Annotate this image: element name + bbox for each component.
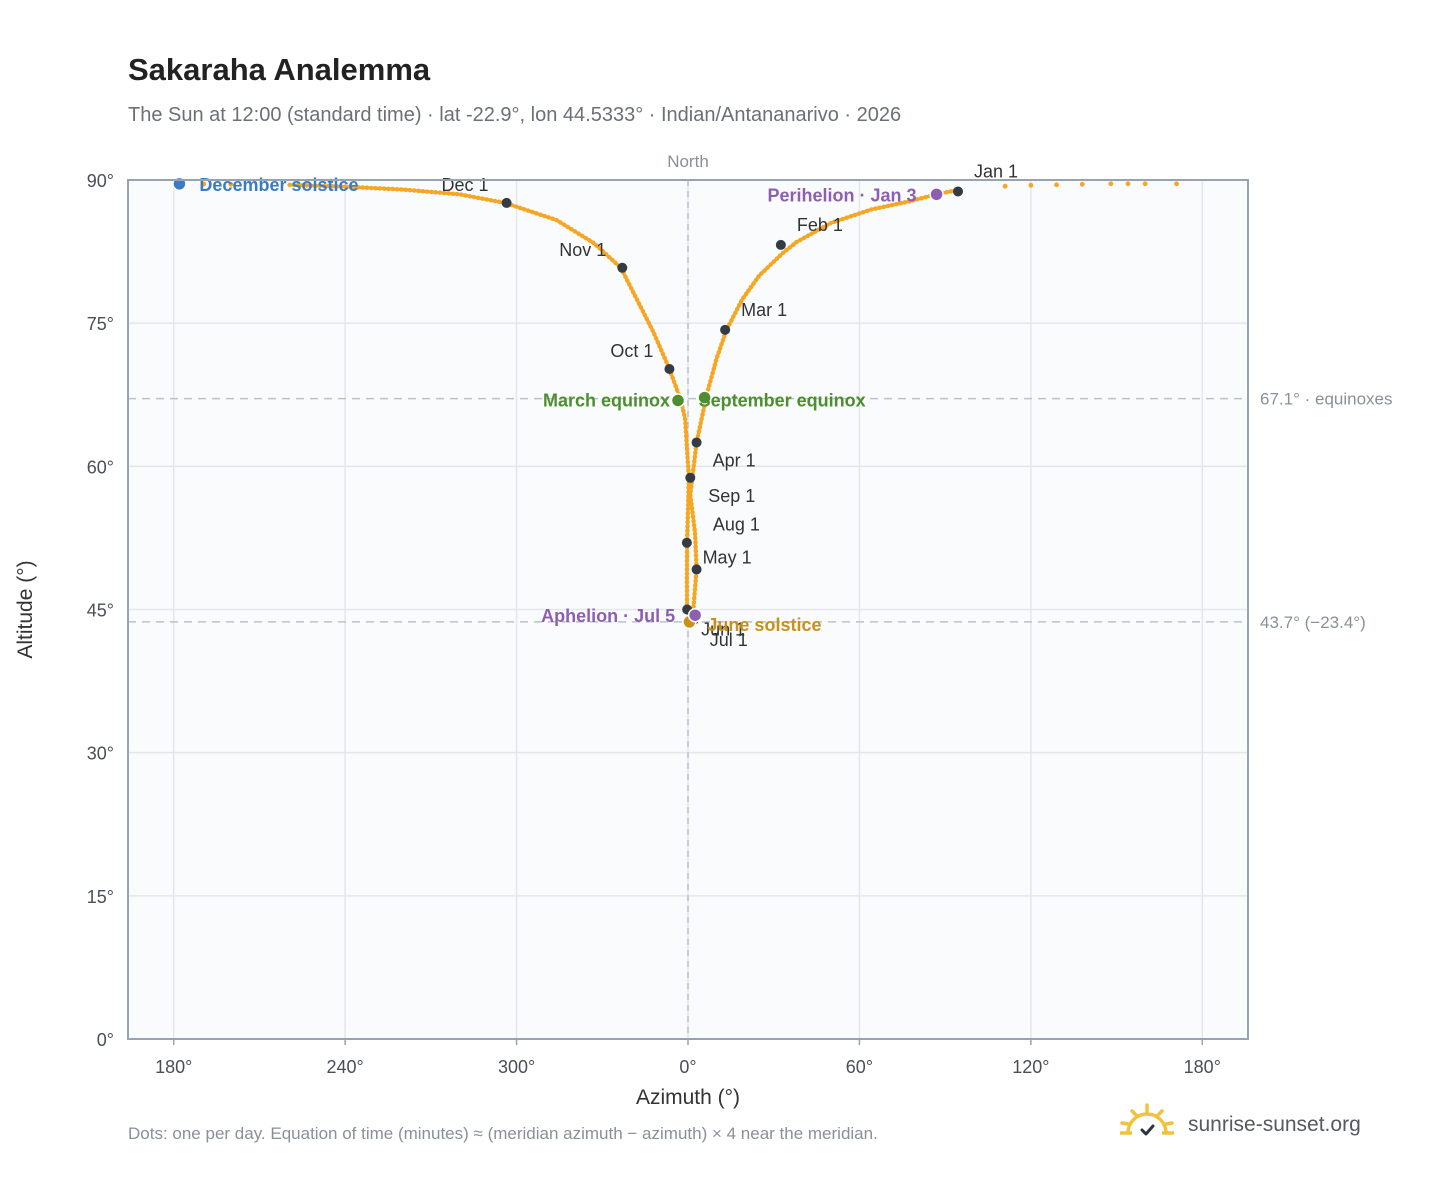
y-tick-label: 60° xyxy=(87,457,114,477)
month-marker xyxy=(691,564,702,575)
y-tick-label: 90° xyxy=(87,171,114,191)
y-tick-label: 0° xyxy=(97,1030,114,1050)
chart-footnote: Dots: one per day. Equation of time (min… xyxy=(128,1124,878,1143)
chart-subtitle: The Sun at 12:00 (standard time) · lat -… xyxy=(128,104,902,126)
month-label: Jan 1 xyxy=(974,161,1018,181)
event-marker xyxy=(697,390,712,405)
month-label: Mar 1 xyxy=(741,300,787,320)
y-tick-label: 15° xyxy=(87,887,114,907)
month-label: Jun 1 xyxy=(701,620,745,640)
chart-title: Sakaraha Analemma xyxy=(128,52,431,87)
event-label: Aphelion · Jul 5 xyxy=(541,606,675,626)
month-label: Aug 1 xyxy=(713,515,760,535)
brand-name: sunrise-sunset.org xyxy=(1188,1113,1361,1136)
month-marker xyxy=(953,186,963,197)
reference-label: 67.1° · equinoxes xyxy=(1260,390,1393,409)
daily-dot xyxy=(1125,181,1131,187)
month-label: Oct 1 xyxy=(610,341,653,361)
month-label: Jul 1 xyxy=(710,630,748,650)
month-label: Dec 1 xyxy=(442,175,489,195)
y-axis-label: Altitude (°) xyxy=(14,560,37,658)
daily-dot xyxy=(1174,181,1179,187)
x-tick-label: 300° xyxy=(498,1057,535,1077)
month-marker xyxy=(501,197,512,208)
month-marker xyxy=(664,363,675,374)
month-label: Feb 1 xyxy=(797,215,843,235)
meridian-label: North xyxy=(667,152,709,171)
month-marker xyxy=(685,472,696,483)
daily-dot xyxy=(201,181,207,187)
event-label: March equinox xyxy=(543,390,670,410)
event-marker xyxy=(687,607,703,623)
x-tick-label: 240° xyxy=(327,1057,364,1077)
event-marker xyxy=(670,393,686,408)
month-marker xyxy=(617,262,628,273)
daily-dot xyxy=(228,181,234,187)
month-label: Apr 1 xyxy=(713,450,756,470)
event-marker xyxy=(929,187,944,202)
event-label: June solstice xyxy=(707,615,821,635)
y-tick-label: 30° xyxy=(87,744,114,764)
month-label: Nov 1 xyxy=(559,240,606,260)
month-marker xyxy=(681,537,692,548)
reference-label: 43.7° (−23.4°) xyxy=(1260,613,1366,632)
event-label: December solstice xyxy=(199,175,358,195)
brand-logo[interactable]: sunrise-sunset.org xyxy=(1120,1100,1361,1150)
month-marker xyxy=(720,324,731,335)
daily-dot xyxy=(1028,182,1034,188)
x-tick-label: 60° xyxy=(846,1057,873,1077)
x-axis-label: Azimuth (°) xyxy=(636,1086,740,1109)
event-label: Perihelion · Jan 3 xyxy=(768,185,917,205)
month-label: May 1 xyxy=(703,547,752,567)
month-marker xyxy=(691,437,702,448)
month-marker xyxy=(775,239,786,250)
daily-dot xyxy=(1002,183,1008,189)
sun-logo-icon xyxy=(1120,1102,1174,1148)
y-tick-label: 75° xyxy=(87,314,114,334)
daily-dot xyxy=(1108,181,1114,187)
x-tick-label: 120° xyxy=(1012,1057,1049,1077)
month-label: Sep 1 xyxy=(708,486,755,506)
x-tick-label: 0° xyxy=(679,1057,696,1077)
event-label: September equinox xyxy=(699,391,866,411)
daily-dot xyxy=(1054,182,1059,188)
daily-dot xyxy=(1142,181,1148,187)
x-tick-label: 180° xyxy=(1184,1057,1221,1077)
x-tick-label: 180° xyxy=(155,1057,192,1077)
y-tick-label: 45° xyxy=(87,601,114,621)
daily-dot xyxy=(1079,181,1085,187)
